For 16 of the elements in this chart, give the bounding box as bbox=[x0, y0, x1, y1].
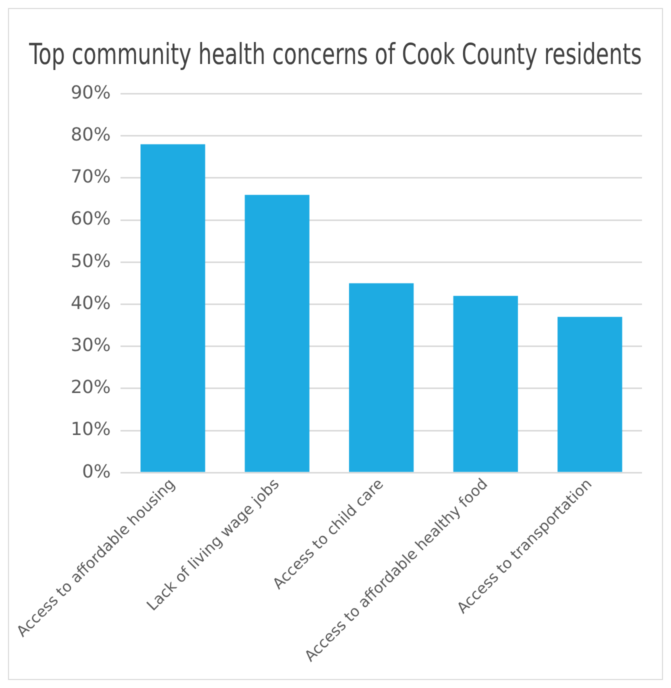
y-tick-label: 40% bbox=[70, 292, 111, 314]
y-tick-label: 60% bbox=[70, 208, 111, 230]
y-tick-label: 70% bbox=[70, 166, 111, 188]
y-tick-label: 50% bbox=[70, 250, 111, 272]
bar bbox=[244, 194, 310, 472]
bar bbox=[140, 144, 206, 472]
y-tick-label: 90% bbox=[70, 82, 111, 104]
y-tick-label: 10% bbox=[70, 419, 111, 440]
y-tick-label: 80% bbox=[70, 124, 111, 146]
bar bbox=[453, 296, 518, 472]
y-tick-label: 0% bbox=[82, 461, 111, 482]
y-tick-label: 20% bbox=[70, 377, 111, 398]
bar bbox=[349, 283, 414, 472]
chart-title: Top community health concerns of Cook County residents bbox=[28, 36, 642, 71]
bar bbox=[558, 316, 622, 472]
y-tick-label: 30% bbox=[70, 335, 111, 356]
